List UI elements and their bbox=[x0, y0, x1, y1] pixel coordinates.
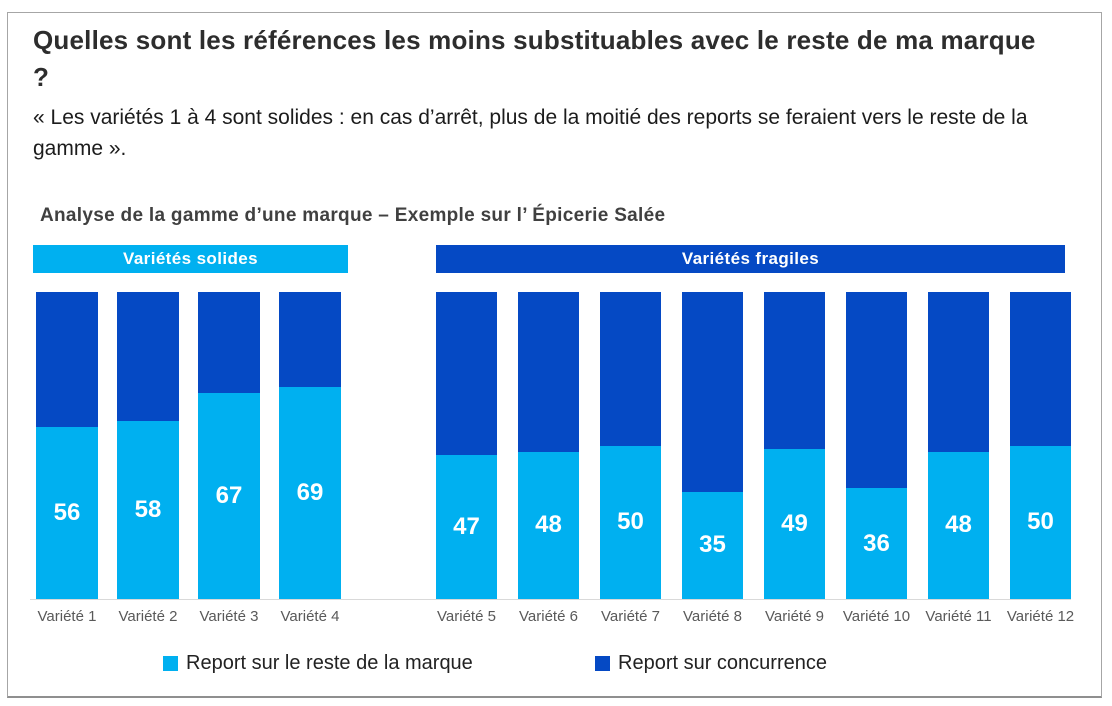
chart-title: Analyse de la gamme d’une marque – Exemp… bbox=[40, 205, 666, 226]
legend-label-marque: Report sur le reste de la marque bbox=[186, 651, 473, 674]
bar-segment-concurrence bbox=[682, 292, 743, 492]
bar-column: 56 Variété 1 bbox=[36, 292, 98, 625]
axis-category-label: Variété 1 bbox=[37, 608, 97, 625]
bar-column: 35 Variété 8 bbox=[682, 292, 743, 625]
bar-value-label: 58 bbox=[134, 495, 162, 523]
chart-varietes-fragiles: 47 Variété 5 48 Variété 6 50 Variété 7 35 Varié… bbox=[436, 292, 1075, 625]
bar-value-label: 49 bbox=[781, 509, 808, 537]
group-header-solides: Variétés solides bbox=[33, 245, 348, 273]
bar-column: 48 Variété 11 bbox=[925, 292, 992, 625]
axis-category-label: Variété 2 bbox=[118, 608, 178, 625]
bar-column: 50 Variété 7 bbox=[600, 292, 661, 625]
axis-category-label: Variété 7 bbox=[601, 608, 660, 625]
bar-column: 69 Variété 4 bbox=[279, 292, 341, 625]
bar-segment-concurrence bbox=[518, 292, 579, 452]
bar-value-label: 69 bbox=[296, 479, 324, 507]
bar-value-label: 48 bbox=[535, 511, 562, 539]
bar-stack: 58 bbox=[117, 292, 179, 599]
insight-quote: « Les variétés 1 à 4 sont solides : en c… bbox=[33, 106, 1028, 160]
bar-column: 48 Variété 6 bbox=[518, 292, 579, 625]
bar-value-label: 50 bbox=[1027, 508, 1054, 536]
bar-segment-concurrence bbox=[600, 292, 661, 446]
bar-column: 49 Variété 9 bbox=[764, 292, 825, 625]
bar-value-label: 35 bbox=[699, 531, 726, 559]
bar-segment-marque: 50 bbox=[1010, 445, 1071, 599]
bar-column: 36 Variété 10 bbox=[842, 292, 911, 625]
bar-segment-concurrence bbox=[764, 292, 825, 449]
bar-stack: 50 bbox=[600, 292, 661, 599]
bar-stack: 56 bbox=[36, 292, 98, 599]
bar-stack: 48 bbox=[518, 292, 579, 599]
bar-value-label: 67 bbox=[215, 482, 243, 510]
legend-swatch-concurrence bbox=[595, 655, 610, 671]
bar-column: 47 Variété 5 bbox=[436, 292, 497, 625]
bar-segment-marque: 49 bbox=[764, 448, 825, 599]
bar-stack: 36 bbox=[846, 292, 907, 599]
axis-category-label: Variété 5 bbox=[437, 608, 496, 625]
legend-label-concurrence: Report sur concurrence bbox=[618, 651, 827, 674]
page-title: Quelles sont les références les moins su… bbox=[33, 25, 1036, 92]
bar-segment-marque: 35 bbox=[682, 491, 743, 599]
bar-segment-marque: 56 bbox=[36, 427, 98, 599]
bar-segment-marque: 67 bbox=[198, 393, 260, 599]
bar-segment-concurrence bbox=[198, 292, 260, 394]
bar-value-label: 50 bbox=[617, 508, 644, 536]
bar-segment-concurrence bbox=[846, 292, 907, 489]
bar-value-label: 56 bbox=[53, 499, 81, 527]
bar-stack: 48 bbox=[928, 292, 989, 599]
bar-stack: 50 bbox=[1010, 292, 1071, 599]
bar-stack: 69 bbox=[279, 292, 341, 599]
bar-stack: 35 bbox=[682, 292, 743, 599]
bar-stack: 67 bbox=[198, 292, 260, 599]
legend-item-marque: Report sur le reste de la marque bbox=[163, 651, 473, 675]
axis-category-label: Variété 4 bbox=[280, 608, 340, 625]
bar-segment-marque: 36 bbox=[846, 488, 907, 599]
bar-segment-concurrence bbox=[436, 292, 497, 455]
axis-category-label: Variété 12 bbox=[1006, 608, 1075, 625]
bar-segment-marque: 50 bbox=[600, 445, 661, 599]
axis-category-label: Variété 6 bbox=[519, 608, 578, 625]
group-header-fragiles: Variétés fragiles bbox=[436, 245, 1065, 273]
axis-category-label: Variété 9 bbox=[765, 608, 824, 625]
axis-category-label: Variété 10 bbox=[842, 608, 911, 625]
bar-segment-marque: 48 bbox=[518, 451, 579, 599]
bar-segment-concurrence bbox=[117, 292, 179, 421]
bar-column: 50 Variété 12 bbox=[1006, 292, 1075, 625]
bar-stack: 49 bbox=[764, 292, 825, 599]
legend-item-concurrence: Report sur concurrence bbox=[595, 651, 827, 675]
bar-stack: 47 bbox=[436, 292, 497, 599]
bar-column: 58 Variété 2 bbox=[117, 292, 179, 625]
bar-segment-concurrence bbox=[1010, 292, 1071, 446]
axis-category-label: Variété 11 bbox=[925, 608, 992, 625]
bar-segment-concurrence bbox=[279, 292, 341, 388]
legend-swatch-marque bbox=[163, 655, 178, 671]
bar-value-label: 48 bbox=[945, 511, 972, 539]
bar-column: 67 Variété 3 bbox=[198, 292, 260, 625]
chart-varietes-solides: 56 Variété 1 58 Variété 2 67 Variété 3 69 Varié… bbox=[36, 292, 341, 625]
bar-segment-marque: 47 bbox=[436, 454, 497, 599]
bar-value-label: 36 bbox=[863, 529, 890, 557]
axis-category-label: Variété 8 bbox=[683, 608, 742, 625]
bar-value-label: 47 bbox=[453, 512, 480, 540]
bar-segment-concurrence bbox=[928, 292, 989, 452]
bar-segment-concurrence bbox=[36, 292, 98, 428]
bar-segment-marque: 69 bbox=[279, 387, 341, 599]
axis-category-label: Variété 3 bbox=[199, 608, 259, 625]
bar-segment-marque: 48 bbox=[928, 451, 989, 599]
bar-segment-marque: 58 bbox=[117, 420, 179, 599]
x-axis-baseline bbox=[30, 599, 1071, 600]
